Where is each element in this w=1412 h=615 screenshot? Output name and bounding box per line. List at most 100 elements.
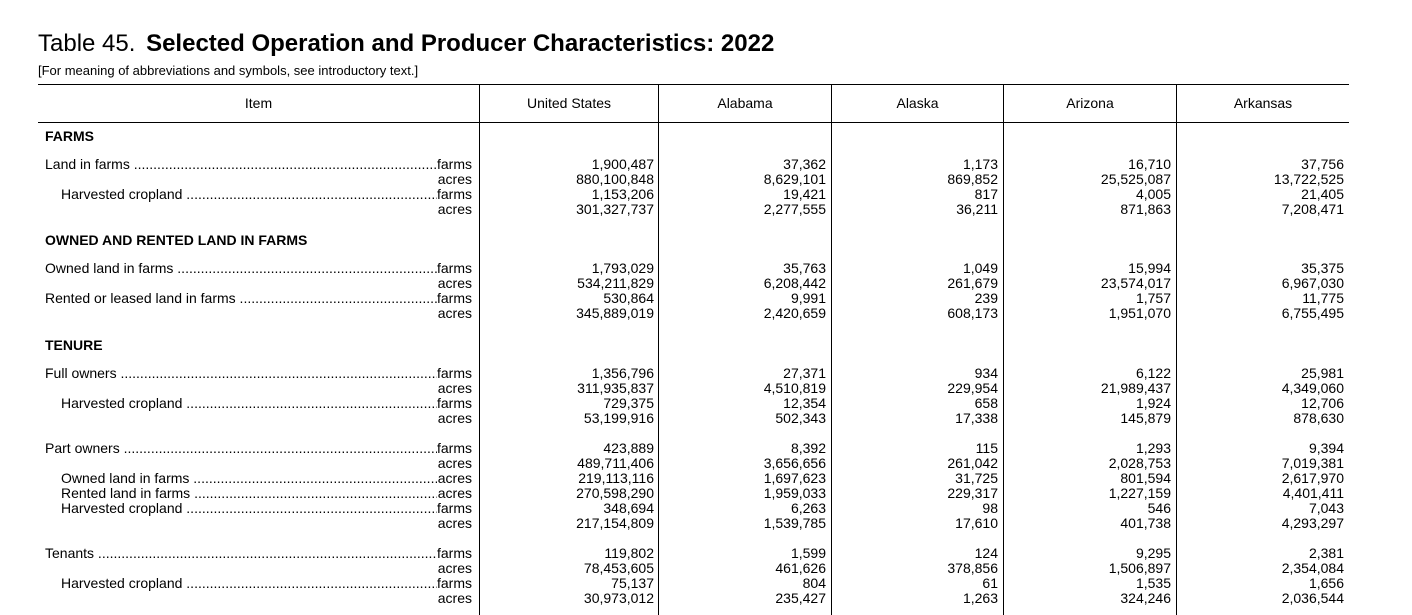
row-unit: acres bbox=[437, 410, 472, 426]
table-cell: 78,453,605 bbox=[583, 560, 654, 576]
table-cell: 546 bbox=[1147, 500, 1171, 516]
header-top-rule bbox=[38, 84, 1349, 85]
table-title-text: Selected Operation and Producer Characte… bbox=[146, 30, 775, 57]
column-header-united-states: United States bbox=[526, 95, 612, 111]
table-cell: 2,420,659 bbox=[763, 305, 826, 321]
table-cell: 871,863 bbox=[1120, 201, 1171, 217]
table-title: Table 45. Selected Operation and Produce… bbox=[38, 30, 774, 58]
row-unit: acres bbox=[437, 455, 472, 471]
table-cell: 35,763 bbox=[783, 260, 826, 276]
table-cell: 75,137 bbox=[611, 575, 654, 591]
table-cell: 31,725 bbox=[955, 470, 998, 486]
table-cell: 119,802 bbox=[604, 545, 654, 561]
column-divider bbox=[479, 84, 480, 615]
table-cell: 217,154,809 bbox=[576, 515, 654, 531]
table-cell: 1,697,623 bbox=[763, 470, 826, 486]
table-cell: 145,879 bbox=[1120, 410, 1171, 426]
row-unit: acres bbox=[437, 305, 472, 321]
row-label: Harvested cropland bbox=[61, 576, 437, 591]
table-cell: 324,246 bbox=[1120, 590, 1171, 606]
table-cell: 9,295 bbox=[1135, 545, 1171, 561]
table-cell: 17,610 bbox=[955, 515, 998, 531]
table-cell: 4,349,060 bbox=[1281, 380, 1344, 396]
table-cell: 229,317 bbox=[947, 485, 998, 501]
table-cell: 12,706 bbox=[1301, 395, 1344, 411]
table-cell: 869,852 bbox=[947, 171, 998, 187]
table-cell: 1,951,070 bbox=[1108, 305, 1171, 321]
table-cell: 1,599 bbox=[790, 545, 826, 561]
table-row: Harvested croplandfarms 1,153,206 19,421 81… bbox=[0, 187, 1412, 202]
table-cell: 1,535 bbox=[1135, 575, 1171, 591]
table-cell: 1,900,487 bbox=[591, 156, 654, 172]
table-cell: 23,574,017 bbox=[1100, 275, 1171, 291]
table-subtitle: [For meaning of abbreviations and symbol… bbox=[38, 63, 419, 78]
table-row: acres 489,711,406 3,656,656 261,042 2,028,75… bbox=[0, 456, 1412, 471]
table-cell: 345,889,019 bbox=[576, 305, 654, 321]
table-cell: 261,679 bbox=[947, 275, 998, 291]
table-cell: 30,973,012 bbox=[583, 590, 654, 606]
row-label: Rented land in farms bbox=[61, 486, 437, 501]
table-cell: 423,889 bbox=[603, 440, 654, 456]
table-cell: 11,775 bbox=[1302, 290, 1344, 306]
table-cell: 1,049 bbox=[962, 260, 998, 276]
table-row: acres 301,327,737 2,277,555 36,211 871,863 7,… bbox=[0, 202, 1412, 217]
column-divider bbox=[658, 84, 659, 615]
column-header-alabama: Alabama bbox=[717, 95, 773, 111]
table-cell: 16,710 bbox=[1128, 156, 1171, 172]
row-unit: acres bbox=[437, 485, 472, 501]
table-row: acres 217,154,809 1,539,785 17,610 401,738 4,… bbox=[0, 516, 1412, 531]
table-cell: 37,756 bbox=[1301, 156, 1344, 172]
table-cell: 804 bbox=[802, 575, 826, 591]
table-row: acres 53,199,916 502,343 17,338 145,879 878,6… bbox=[0, 411, 1412, 426]
table-cell: 502,343 bbox=[775, 410, 826, 426]
table-row: acres 311,935,837 4,510,819 229,954 21,989,4… bbox=[0, 381, 1412, 396]
column-header-arkansas: Arkansas bbox=[1233, 95, 1293, 111]
table-row: Harvested croplandfarms 75,137 804 61 1,535 1… bbox=[0, 576, 1412, 591]
table-cell: 2,277,555 bbox=[763, 201, 826, 217]
row-unit: acres bbox=[437, 590, 472, 606]
column-divider bbox=[831, 84, 832, 615]
table-cell: 12,354 bbox=[783, 395, 826, 411]
row-unit: farms bbox=[437, 395, 472, 411]
row-label: Harvested cropland bbox=[61, 187, 437, 202]
table-cell: 115 bbox=[975, 440, 998, 456]
table-row: acres 880,100,848 8,629,101 869,852 25,525,0… bbox=[0, 172, 1412, 187]
column-divider bbox=[1176, 84, 1177, 615]
row-unit: farms bbox=[437, 260, 472, 276]
table-cell: 7,043 bbox=[1308, 500, 1344, 516]
table-cell: 4,005 bbox=[1135, 186, 1171, 202]
section-heading: OWNED AND RENTED LAND IN FARMS bbox=[45, 232, 308, 248]
table-cell: 17,338 bbox=[955, 410, 998, 426]
table-cell: 1,153,206 bbox=[591, 186, 654, 202]
row-label: Full owners bbox=[45, 366, 437, 381]
table-cell: 2,381 bbox=[1308, 545, 1344, 561]
row-unit: acres bbox=[437, 171, 472, 187]
section-heading: TENURE bbox=[45, 337, 103, 353]
table-cell: 880,100,848 bbox=[576, 171, 654, 187]
table-row: Owned land in farmsacres 219,113,116 1,697… bbox=[0, 471, 1412, 486]
table-cell: 1,227,159 bbox=[1108, 485, 1171, 501]
table-cell: 19,421 bbox=[783, 186, 826, 202]
row-unit: farms bbox=[437, 545, 472, 561]
table-row: Harvested croplandfarms 348,694 6,263 98 546… bbox=[0, 501, 1412, 516]
table-cell: 1,959,033 bbox=[763, 485, 826, 501]
table-cell: 7,208,471 bbox=[1281, 201, 1344, 217]
table-cell: 4,293,297 bbox=[1281, 515, 1344, 531]
row-unit: farms bbox=[437, 186, 472, 202]
table-cell: 1,356,796 bbox=[591, 365, 654, 381]
table-cell: 729,375 bbox=[603, 395, 654, 411]
row-unit: acres bbox=[437, 275, 472, 291]
table-row: Owned land in farmsfarms 1,793,029 35,763 1… bbox=[0, 261, 1412, 276]
table-cell: 489,711,406 bbox=[577, 455, 654, 471]
table-cell: 270,598,290 bbox=[576, 485, 654, 501]
row-unit: acres bbox=[437, 380, 472, 396]
row-label: Owned land in farms bbox=[45, 261, 437, 276]
header-bottom-rule bbox=[38, 122, 1349, 123]
table-cell: 1,757 bbox=[1135, 290, 1171, 306]
table-cell: 6,967,030 bbox=[1281, 275, 1344, 291]
table-number: Table 45. bbox=[38, 30, 136, 57]
row-label: Rented or leased land in farms bbox=[45, 291, 437, 306]
table-cell: 1,924 bbox=[1135, 395, 1171, 411]
table-cell: 311,935,837 bbox=[577, 380, 654, 396]
table-cell: 401,738 bbox=[1120, 515, 1171, 531]
